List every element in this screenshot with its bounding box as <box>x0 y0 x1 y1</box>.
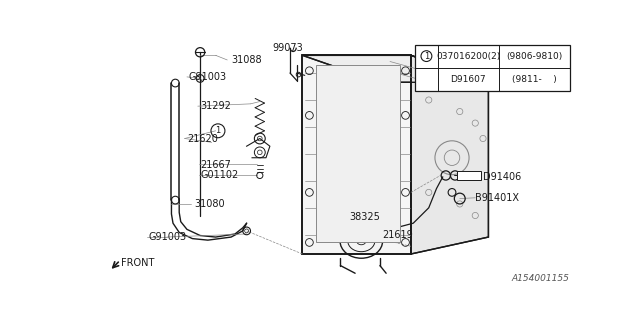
Text: 31080: 31080 <box>194 199 225 209</box>
Polygon shape <box>303 55 411 254</box>
Text: 1: 1 <box>424 52 429 60</box>
Text: 1: 1 <box>215 126 221 135</box>
Text: 99073: 99073 <box>272 43 303 52</box>
Text: 037016200(2): 037016200(2) <box>436 52 500 60</box>
Text: 31088: 31088 <box>231 55 262 65</box>
Text: G91003: G91003 <box>189 72 227 82</box>
Bar <box>415 44 570 91</box>
Text: (9811-    ): (9811- ) <box>512 75 557 84</box>
Text: A154001155: A154001155 <box>512 274 570 283</box>
Polygon shape <box>303 55 488 82</box>
Text: (9806-9810): (9806-9810) <box>506 52 563 60</box>
Text: D91607: D91607 <box>451 75 486 84</box>
Text: 21620: 21620 <box>187 133 218 143</box>
Text: 21667: 21667 <box>200 160 231 171</box>
Bar <box>316 65 400 243</box>
Text: G01102: G01102 <box>200 171 238 180</box>
Text: 31292: 31292 <box>200 101 231 111</box>
Text: 38325: 38325 <box>349 212 381 222</box>
Text: G91003: G91003 <box>148 232 186 242</box>
Text: 21619: 21619 <box>382 230 413 240</box>
Bar <box>458 171 481 180</box>
Polygon shape <box>411 55 488 254</box>
Text: D91406: D91406 <box>483 172 521 182</box>
Text: FRONT: FRONT <box>121 258 154 268</box>
Text: B91401X: B91401X <box>476 193 519 203</box>
